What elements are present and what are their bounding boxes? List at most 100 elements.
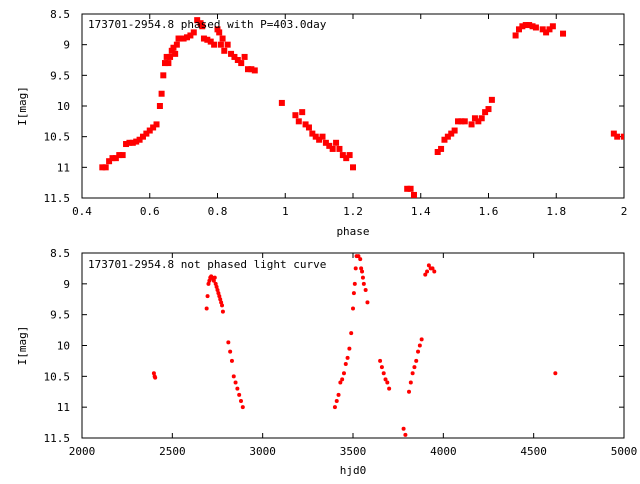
data-point xyxy=(180,35,187,42)
x-tick-label: 4000 xyxy=(430,445,457,458)
data-point xyxy=(123,141,130,148)
data-point xyxy=(614,133,621,140)
data-point xyxy=(233,380,238,385)
plot-frame xyxy=(81,252,625,439)
data-point xyxy=(211,278,216,283)
data-point xyxy=(248,66,255,73)
data-point xyxy=(334,399,339,403)
y-tick-label: 8.5 xyxy=(50,8,70,21)
data-point xyxy=(214,284,219,289)
data-point xyxy=(219,35,226,42)
data-point xyxy=(153,375,158,380)
x-tick-label: 2 xyxy=(621,205,628,218)
data-point xyxy=(546,26,553,33)
data-point xyxy=(206,281,211,286)
data-point xyxy=(461,118,468,125)
data-point xyxy=(351,291,356,296)
x-tick-label: 2500 xyxy=(159,445,186,458)
data-point xyxy=(150,124,157,131)
data-point xyxy=(539,26,546,33)
data-point xyxy=(358,257,363,262)
data-point xyxy=(112,155,119,162)
y-tick-label: 11.5 xyxy=(44,192,71,205)
data-point xyxy=(205,294,210,299)
x-tick-label: 1.2 xyxy=(343,205,363,218)
data-point xyxy=(349,331,354,336)
chart-title: 173701-2954.8 not phased light curve xyxy=(88,258,326,271)
data-point xyxy=(407,389,412,394)
data-point xyxy=(221,47,228,54)
data-point xyxy=(228,349,233,354)
plot-frame xyxy=(81,13,625,199)
data-point xyxy=(220,309,225,314)
data-point xyxy=(153,121,160,128)
data-point xyxy=(322,139,329,146)
data-point xyxy=(228,50,235,57)
data-point xyxy=(244,66,251,73)
data-point xyxy=(177,35,184,42)
data-point xyxy=(241,53,248,60)
x-tick-label: 0.8 xyxy=(208,205,228,218)
data-point xyxy=(549,23,556,30)
data-point xyxy=(338,380,343,385)
data-point xyxy=(458,118,465,125)
data-point xyxy=(416,349,421,354)
x-tick-label: 1.4 xyxy=(411,205,431,218)
phased-light-curve-panel: 0.4 0.6 0.8 1 1.2 1.4 1.6 1.8 2 8.5 9 9.5 10 10.5 11 11… xyxy=(16,8,627,238)
data-point xyxy=(438,145,445,152)
data-point xyxy=(302,121,309,128)
unphased-light-curve-panel: 2000 2500 3000 3500 4000 4500 5000 8.5 9 9.5 10 10.… xyxy=(16,247,637,477)
data-point xyxy=(341,371,346,376)
data-point xyxy=(184,34,191,41)
data-point xyxy=(515,26,522,33)
data-point xyxy=(278,99,285,106)
data-point xyxy=(455,118,462,125)
data-point xyxy=(133,138,140,145)
data-point xyxy=(99,164,106,171)
y-axis-label: I[mag] xyxy=(16,86,29,126)
data-point xyxy=(404,185,411,192)
y-tick-label: 9 xyxy=(63,39,70,52)
data-point xyxy=(251,67,258,74)
data-point xyxy=(207,278,212,283)
data-point xyxy=(234,57,241,63)
data-point xyxy=(410,191,417,198)
data-point xyxy=(219,300,224,305)
x-axis-label: hjd0 xyxy=(340,464,367,477)
data-point xyxy=(448,130,455,137)
y-tick-label: 11 xyxy=(57,401,70,414)
data-point xyxy=(403,432,408,437)
y-tick-label: 10 xyxy=(57,100,70,113)
data-point xyxy=(532,24,539,31)
data-point xyxy=(213,281,218,286)
data-point xyxy=(240,405,245,410)
data-point xyxy=(224,41,231,48)
data-point xyxy=(200,35,207,42)
data-point xyxy=(309,130,316,137)
data-point xyxy=(292,112,299,119)
data-point xyxy=(468,121,475,128)
data-point xyxy=(621,133,624,140)
data-point xyxy=(526,22,533,29)
data-point xyxy=(410,371,415,376)
data-point xyxy=(316,136,323,143)
data-point xyxy=(312,133,319,140)
x-tick-label: 1.8 xyxy=(546,205,566,218)
data-point xyxy=(383,377,388,382)
data-point xyxy=(197,20,204,27)
data-point xyxy=(212,275,217,280)
data-point xyxy=(610,130,617,137)
data-point xyxy=(119,152,126,159)
data-point xyxy=(419,337,424,342)
data-point xyxy=(543,29,550,36)
data-point xyxy=(353,266,358,271)
data-point xyxy=(426,263,431,268)
x-axis-label: phase xyxy=(336,225,369,238)
data-point xyxy=(529,23,536,30)
data-point xyxy=(352,281,357,286)
data-point xyxy=(339,152,346,159)
data-point xyxy=(359,266,364,271)
data-point xyxy=(408,380,413,385)
y-tick-label: 10.5 xyxy=(44,370,71,383)
data-point xyxy=(414,358,419,363)
